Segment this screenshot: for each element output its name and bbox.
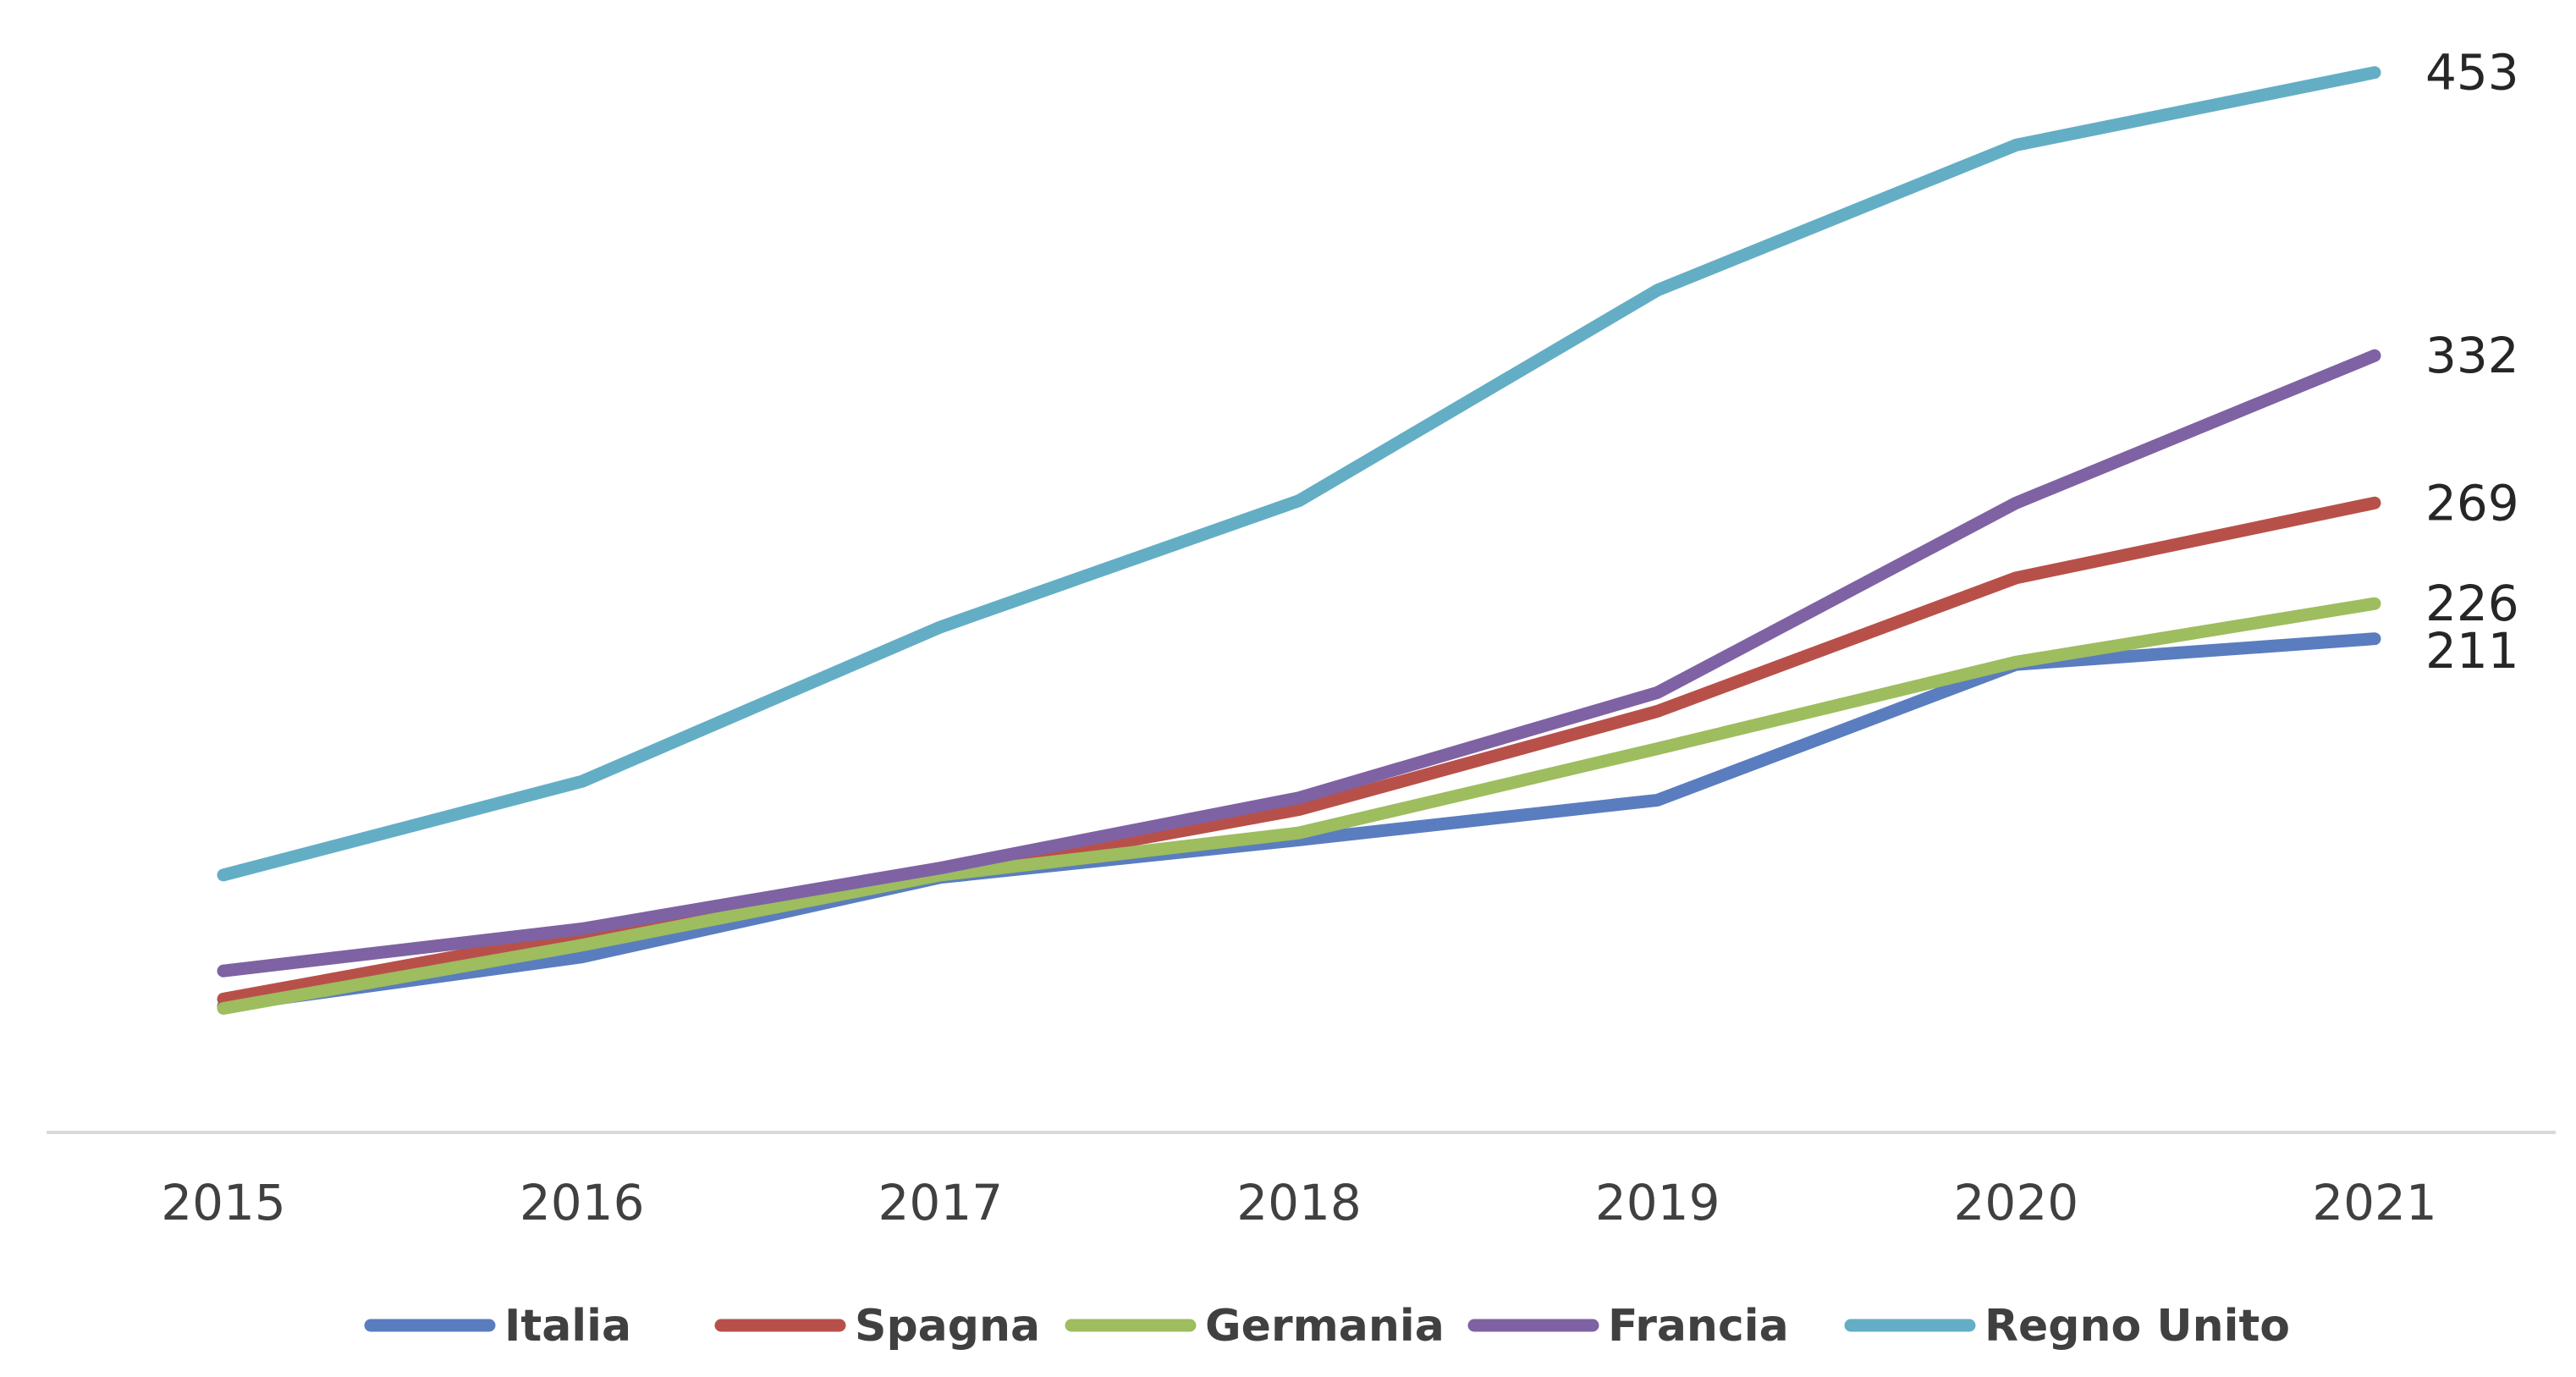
series-lines	[217, 66, 2381, 1015]
legend-item-regno-unito: Regno Unito	[1844, 1301, 2290, 1352]
legend-label-spagna: Spagna	[855, 1301, 1040, 1352]
legend-label-regno-unito: Regno Unito	[1984, 1301, 2290, 1352]
end-label-germania: 226	[2425, 575, 2519, 632]
x-tick-label-2017: 2017	[878, 1174, 1004, 1231]
legend-item-francia: Francia	[1467, 1301, 1789, 1352]
x-axis-ticks: 2015 2016 2017 2018 2019 2020 2021	[161, 1174, 2437, 1231]
legend-item-spagna: Spagna	[714, 1301, 1040, 1352]
x-tick-label-2020: 2020	[1954, 1174, 2079, 1231]
end-label-regno-unito: 453	[2425, 44, 2519, 102]
legend-label-germania: Germania	[1205, 1301, 1445, 1352]
x-tick-label-2021: 2021	[2312, 1174, 2437, 1231]
series-line-francia	[217, 349, 2381, 978]
x-tick-label-2018: 2018	[1236, 1174, 1362, 1231]
end-label-italia: 211	[2425, 622, 2519, 680]
series-line-regno-unito	[217, 66, 2381, 882]
legend: Italia Spagna Germania Francia Regno Unito	[364, 1301, 2290, 1352]
end-label-francia: 332	[2425, 327, 2519, 384]
end-label-spagna: 269	[2425, 474, 2519, 532]
x-tick-label-2015: 2015	[161, 1174, 286, 1231]
x-tick-label-2019: 2019	[1595, 1174, 1720, 1231]
series-line-germania	[217, 597, 2381, 1015]
legend-label-francia: Francia	[1608, 1301, 1789, 1352]
legend-label-italia: Italia	[504, 1301, 631, 1352]
legend-item-italia: Italia	[364, 1301, 631, 1352]
x-tick-label-2016: 2016	[520, 1174, 645, 1231]
legend-item-germania: Germania	[1065, 1301, 1445, 1352]
series-line-spagna	[217, 496, 2381, 1005]
